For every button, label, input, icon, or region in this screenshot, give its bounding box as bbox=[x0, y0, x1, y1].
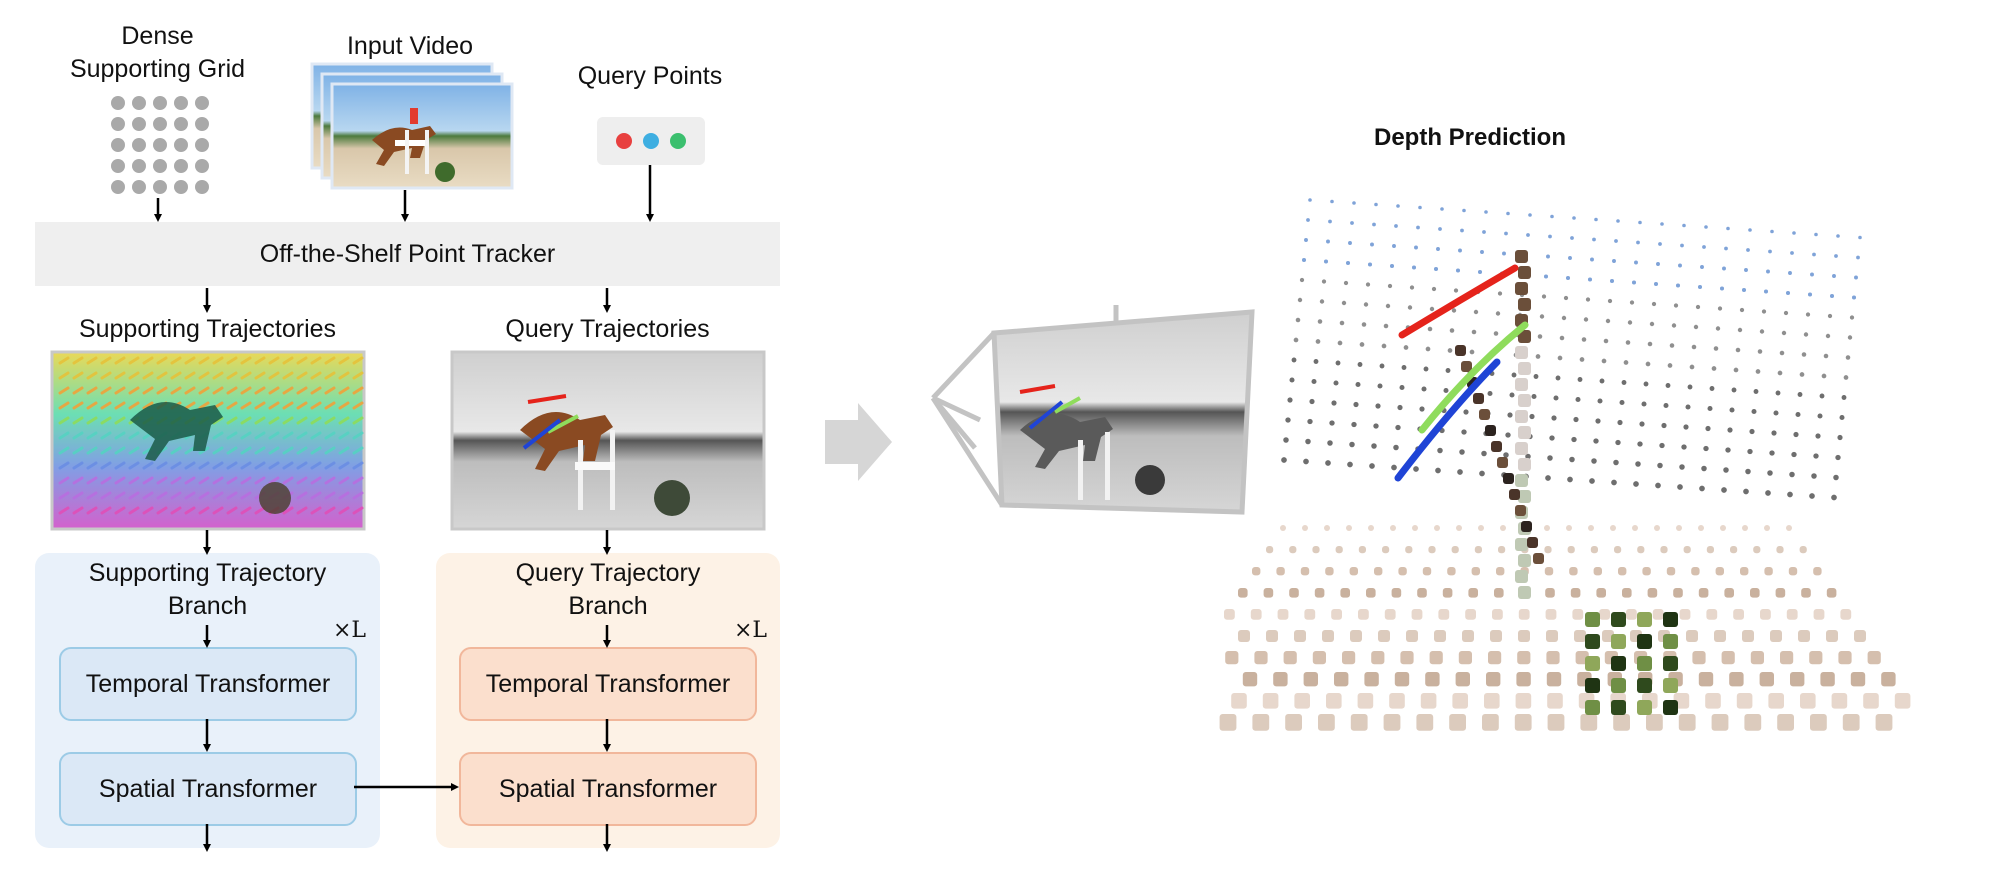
supporting-trajectories-title: Supporting Trajectories bbox=[78, 315, 337, 343]
query-repeat-label: ×L bbox=[734, 618, 768, 643]
red-trajectory bbox=[1398, 264, 1519, 339]
supporting-branch-title: Supporting Trajectory Branch bbox=[88, 559, 327, 620]
point-tracker-bar bbox=[35, 222, 780, 286]
green-trajectory bbox=[1418, 321, 1529, 434]
query-branch-title: Query Trajectory Branch bbox=[515, 559, 701, 620]
query-trajectories-title: Query Trajectories bbox=[505, 315, 710, 343]
depth-prediction-title: Depth Prediction bbox=[1373, 124, 1566, 151]
dense-grid-title: Dense Supporting Grid bbox=[69, 22, 246, 83]
blue-trajectory bbox=[1394, 358, 1501, 482]
supporting-spatial-transformer: Spatial Transformer bbox=[59, 752, 357, 826]
point-tracker-label: Off-the-Shelf Point Tracker bbox=[259, 240, 556, 268]
supporting-repeat-label: ×L bbox=[333, 618, 367, 643]
query-spatial-transformer: Spatial Transformer bbox=[459, 752, 757, 826]
input-video-title: Input Video bbox=[346, 32, 474, 60]
query-points-title: Query Points bbox=[577, 62, 723, 90]
